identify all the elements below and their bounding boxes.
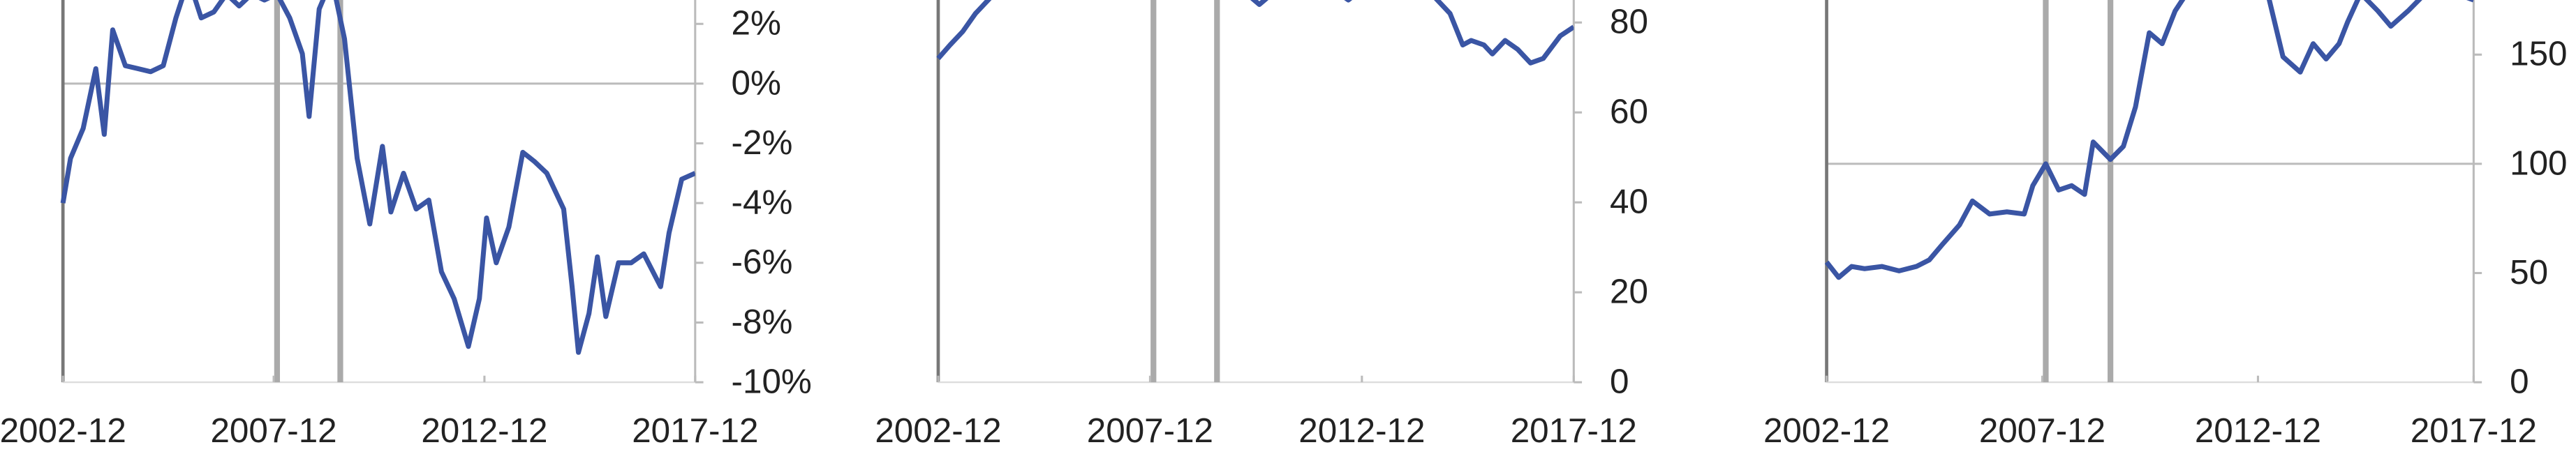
x-tick-label: 2017-12 (2411, 411, 2537, 450)
x-tick-label: 2007-12 (1087, 411, 1213, 450)
chart: 0 50 100 150 2002-12 2007-12 2012-12 2017-12 (1763, 0, 2568, 450)
y-tick-label: 150 (2510, 35, 2567, 73)
x-tick-label: 2002-12 (1763, 411, 1890, 450)
y-tick-label: 0% (732, 63, 781, 102)
series-line (1824, 0, 2474, 280)
x-tick-label: 2002-12 (0, 411, 126, 450)
y-tick-label: 50 (2510, 253, 2548, 292)
y-tick-label: 40 (1610, 183, 1648, 221)
y-tick-label: -10% (732, 362, 812, 400)
y-tick-label: 2% (732, 4, 781, 43)
chart: 0 20 40 60 80 2002-12 2007-12 2012-12 2017-12 (875, 0, 1648, 450)
y-tick-label: 20 (1610, 273, 1648, 311)
y-tick-label: -8% (732, 303, 793, 341)
y-tick-label: 60 (1610, 93, 1648, 131)
y-tick-label: -2% (732, 123, 793, 162)
x-tick-label: 2012-12 (421, 411, 547, 450)
x-tick-label: 2002-12 (875, 411, 1001, 450)
y-tick-label: 100 (2510, 144, 2567, 182)
x-tick-label: 2017-12 (632, 411, 758, 450)
x-tick-label: 2017-12 (1511, 411, 1637, 450)
series-line (936, 0, 1574, 66)
x-tick-label: 2007-12 (1979, 411, 2105, 450)
y-tick-label: 80 (1610, 3, 1648, 41)
x-tick-label: 2007-12 (210, 411, 336, 450)
y-tick-label: -6% (732, 243, 793, 281)
series-line (60, 0, 695, 355)
y-tick-label: -4% (732, 183, 793, 222)
y-tick-label: 0 (1610, 362, 1629, 400)
x-tick-label: 2012-12 (2195, 411, 2321, 450)
x-tick-label: 2012-12 (1298, 411, 1425, 450)
chart: 2% 0% -2% -4% -6% -8% -10% 2002-12 2007-12 2012-1… (0, 0, 812, 450)
y-tick-label: 0 (2510, 362, 2529, 400)
